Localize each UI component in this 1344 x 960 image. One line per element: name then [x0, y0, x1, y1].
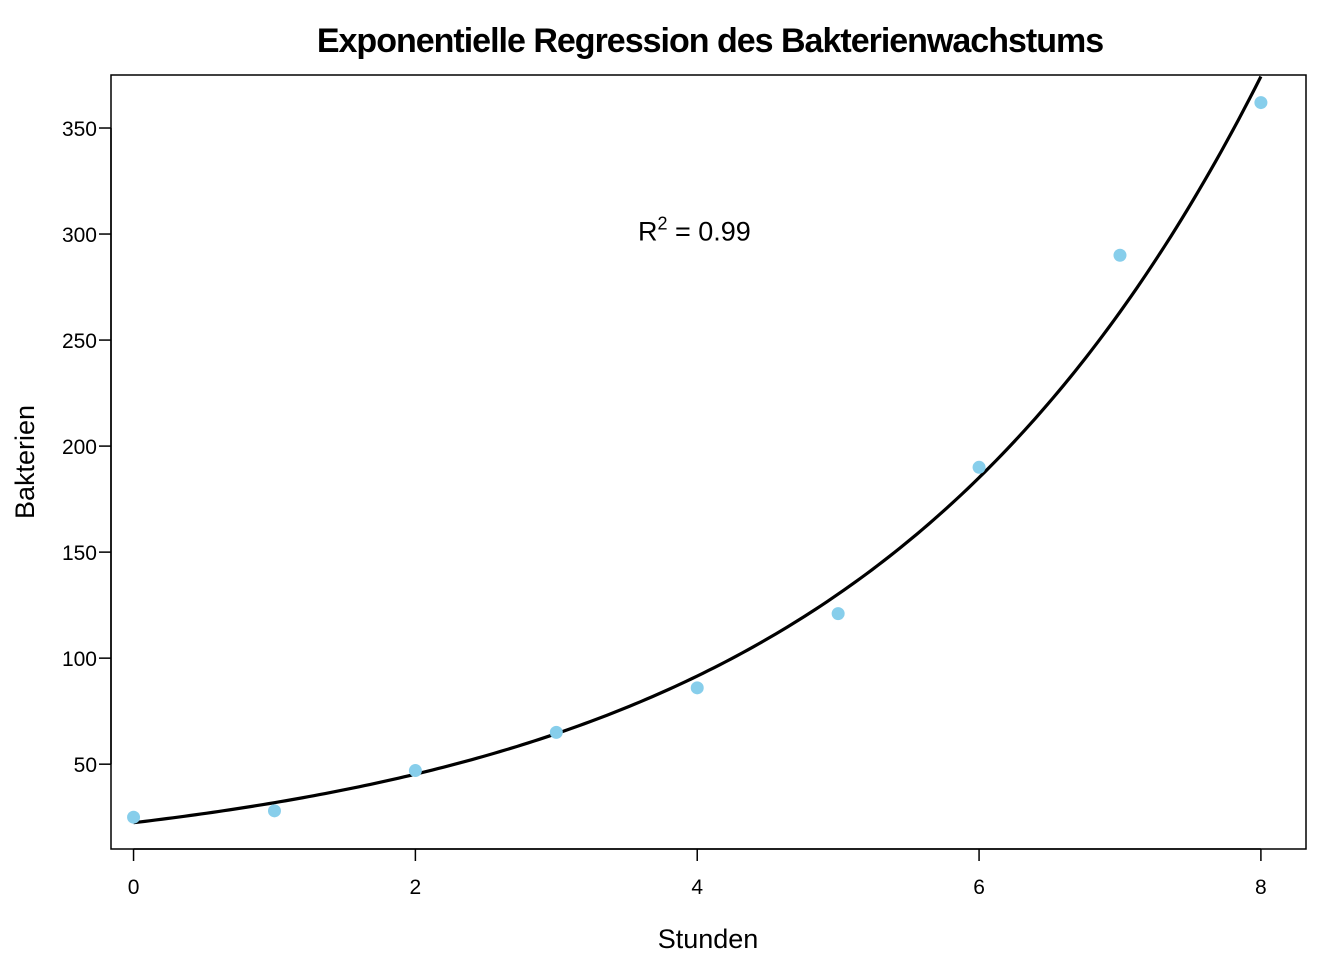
y-tick-label: 250	[62, 330, 97, 353]
data-point	[1113, 248, 1127, 262]
y-axis: 50 100 150 200 250 300 350	[62, 118, 112, 777]
x-tick-label: 6	[973, 876, 985, 899]
data-point	[690, 681, 704, 695]
x-axis: 0 2 4 6 8	[128, 848, 1267, 899]
plot-frame	[110, 74, 1307, 850]
r-squared-superscript: 2	[657, 213, 667, 233]
data-point	[267, 804, 281, 818]
r-squared-annotation: R2 = 0.99	[638, 213, 751, 246]
x-axis-label: Stunden	[658, 924, 759, 954]
chart-title: Exponentielle Regression des Bakterienwa…	[317, 22, 1103, 60]
r-squared-value: = 0.99	[668, 216, 751, 246]
data-point	[127, 810, 141, 824]
y-tick-label: 200	[62, 436, 97, 459]
data-point	[831, 607, 845, 621]
data-point	[972, 460, 986, 474]
data-point	[408, 764, 422, 778]
x-tick-label: 8	[1255, 876, 1267, 899]
y-axis-label: Bakterien	[10, 405, 40, 519]
y-tick-label: 150	[62, 542, 97, 565]
x-tick-label: 4	[691, 876, 703, 899]
data-point	[1254, 96, 1268, 110]
y-tick-label: 100	[62, 648, 97, 671]
y-tick-label: 350	[62, 118, 97, 141]
x-tick-label: 2	[410, 876, 422, 899]
r-squared-symbol: R	[638, 216, 658, 246]
data-point	[549, 725, 563, 739]
regression-curve	[133, 75, 1263, 825]
data-points	[127, 96, 1268, 824]
y-tick-label: 50	[74, 754, 97, 777]
y-tick-label: 300	[62, 224, 97, 247]
x-tick-label: 0	[128, 876, 140, 899]
